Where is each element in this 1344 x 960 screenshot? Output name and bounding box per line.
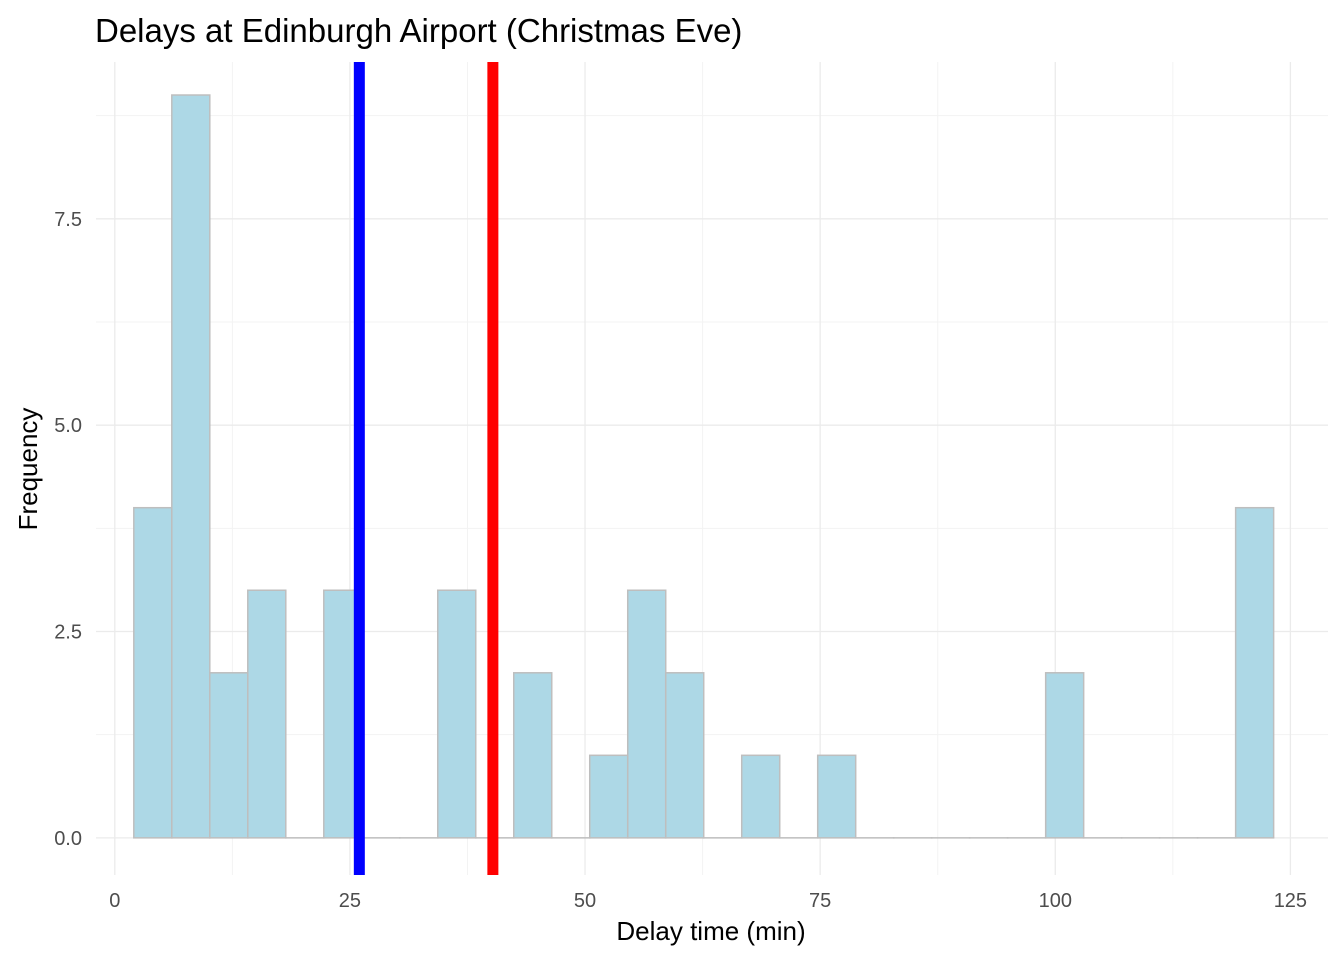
y-tick-label: 0.0 [54,828,82,850]
x-tick-label: 100 [1039,890,1072,912]
histogram-bar [209,672,249,839]
histogram-bar [133,506,173,839]
histogram-bar [816,754,857,839]
histogram-bar [588,754,629,839]
y-tick-label: 5.0 [54,415,82,437]
y-axis-title: Frequency [13,408,43,531]
x-tick-label: 50 [574,890,596,912]
histogram-bar [1044,672,1085,839]
histogram-bar [1234,506,1275,839]
reference-lines [353,62,499,875]
histogram-bar [626,589,667,839]
x-axis-title: Delay time (min) [616,916,805,946]
chart-title: Delays at Edinburgh Airport (Christmas E… [95,12,742,49]
y-tick-label: 7.5 [54,209,82,231]
x-tick-label: 0 [109,890,120,912]
y-tick-label: 2.5 [54,622,82,644]
histogram-bars [133,94,1275,839]
histogram-bar [437,589,477,839]
histogram-bar [171,94,211,839]
histogram-bar [664,672,705,839]
x-tick-label: 75 [809,890,831,912]
x-tick-label: 125 [1274,890,1307,912]
histogram-bar [247,589,287,839]
histogram-bar [740,754,781,839]
x-tick-label: 25 [339,890,361,912]
axis-ticks: 0 25 50 75 100 125 0.0 2.5 5.0 7.5 [54,209,1307,912]
histogram-bar [513,672,553,839]
